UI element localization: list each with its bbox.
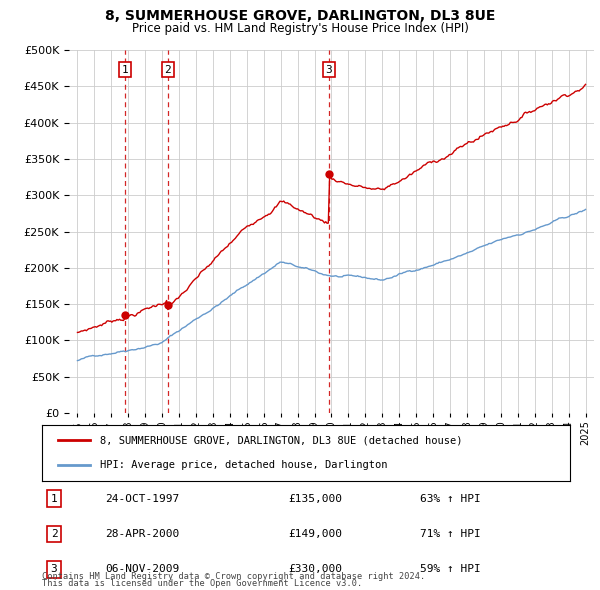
Text: Price paid vs. HM Land Registry's House Price Index (HPI): Price paid vs. HM Land Registry's House … bbox=[131, 22, 469, 35]
Text: 2: 2 bbox=[164, 65, 171, 75]
Text: 1: 1 bbox=[122, 65, 128, 75]
Text: 8, SUMMERHOUSE GROVE, DARLINGTON, DL3 8UE: 8, SUMMERHOUSE GROVE, DARLINGTON, DL3 8U… bbox=[105, 9, 495, 23]
Text: £330,000: £330,000 bbox=[288, 565, 342, 574]
Text: 24-OCT-1997: 24-OCT-1997 bbox=[105, 494, 179, 503]
Text: 28-APR-2000: 28-APR-2000 bbox=[105, 529, 179, 539]
Text: 71% ↑ HPI: 71% ↑ HPI bbox=[420, 529, 481, 539]
Text: 59% ↑ HPI: 59% ↑ HPI bbox=[420, 565, 481, 574]
Text: £135,000: £135,000 bbox=[288, 494, 342, 503]
Text: £149,000: £149,000 bbox=[288, 529, 342, 539]
Text: 06-NOV-2009: 06-NOV-2009 bbox=[105, 565, 179, 574]
Text: This data is licensed under the Open Government Licence v3.0.: This data is licensed under the Open Gov… bbox=[42, 579, 362, 588]
Text: Contains HM Land Registry data © Crown copyright and database right 2024.: Contains HM Land Registry data © Crown c… bbox=[42, 572, 425, 581]
Text: 1: 1 bbox=[50, 494, 58, 503]
Text: 3: 3 bbox=[326, 65, 332, 75]
Text: 8, SUMMERHOUSE GROVE, DARLINGTON, DL3 8UE (detached house): 8, SUMMERHOUSE GROVE, DARLINGTON, DL3 8U… bbox=[100, 435, 463, 445]
Text: 2: 2 bbox=[50, 529, 58, 539]
Text: HPI: Average price, detached house, Darlington: HPI: Average price, detached house, Darl… bbox=[100, 460, 388, 470]
Text: 3: 3 bbox=[50, 565, 58, 574]
Text: 63% ↑ HPI: 63% ↑ HPI bbox=[420, 494, 481, 503]
